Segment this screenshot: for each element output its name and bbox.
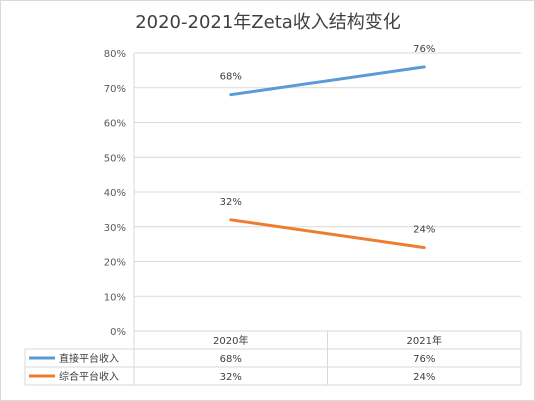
- data-label: 32%: [220, 197, 242, 208]
- x-category-label: 2020年: [213, 334, 248, 347]
- y-tick-label: 0%: [110, 327, 126, 338]
- y-tick-label: 60%: [104, 119, 126, 130]
- grid-lines: [134, 52, 521, 332]
- data-labels: 68% 76% 32% 24%: [220, 44, 436, 236]
- series-line-1: [229, 65, 426, 97]
- data-label: 24%: [413, 225, 435, 236]
- table-value: 68%: [220, 354, 242, 365]
- y-axis-ticks: 0% 10% 20% 30% 40% 50% 60% 70% 80%: [104, 49, 126, 338]
- legend-label: 综合平台收入: [59, 370, 119, 383]
- y-tick-label: 30%: [104, 223, 126, 234]
- table-value: 76%: [413, 354, 435, 365]
- table-value: 24%: [413, 372, 435, 383]
- y-tick-label: 10%: [104, 292, 126, 303]
- series-lines: [229, 65, 426, 250]
- legend-label: 直接平台收入: [59, 352, 119, 365]
- y-tick-label: 50%: [104, 153, 126, 164]
- data-label: 68%: [220, 72, 242, 83]
- y-tick-label: 80%: [104, 49, 126, 60]
- y-tick-label: 70%: [104, 84, 126, 95]
- y-tick-label: 20%: [104, 258, 126, 269]
- chart-title: 2020-2021年Zeta收入结构变化: [135, 12, 401, 33]
- y-tick-label: 40%: [104, 188, 126, 199]
- series-line-2: [229, 218, 426, 250]
- x-category-label: 2021年: [407, 334, 442, 347]
- data-label: 76%: [413, 44, 435, 55]
- table-value: 32%: [220, 372, 242, 383]
